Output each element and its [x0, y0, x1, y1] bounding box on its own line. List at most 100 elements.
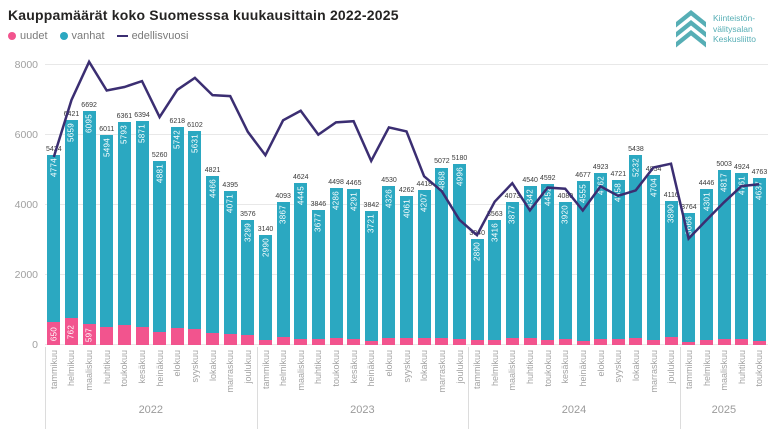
bar-segment-vanhat[interactable]: 4301: [700, 189, 714, 340]
stacked-bar[interactable]: 4704: [647, 175, 661, 345]
bar-segment-vanhat[interactable]: 4555: [576, 181, 590, 341]
bar-segment-vanhat[interactable]: 4445: [294, 183, 308, 339]
stacked-bar[interactable]: 5631: [188, 131, 202, 345]
bar-segment-uudet[interactable]: [364, 340, 378, 345]
bar-segment-uudet[interactable]: [259, 339, 272, 345]
bar-segment-uudet[interactable]: 762: [64, 318, 78, 345]
bar-segment-vanhat[interactable]: 3416: [488, 220, 502, 340]
bar-segment-vanhat[interactable]: 4881: [153, 160, 167, 332]
bar-segment-vanhat[interactable]: 3677: [311, 210, 325, 340]
bar-segment-uudet[interactable]: [752, 340, 766, 345]
bar-segment-vanhat[interactable]: 4868: [435, 167, 449, 338]
bar-segment-uudet[interactable]: [206, 332, 220, 345]
bar-segment-vanhat[interactable]: 5742: [170, 127, 184, 329]
bar-segment-vanhat[interactable]: 2890: [470, 238, 484, 340]
bar-segment-vanhat[interactable]: 4466: [206, 176, 220, 333]
bar-segment-uudet[interactable]: [347, 338, 361, 345]
bar-segment-uudet[interactable]: [558, 339, 572, 345]
stacked-bar[interactable]: 4817: [717, 169, 731, 345]
bar-segment-vanhat[interactable]: 4774: [47, 155, 61, 323]
bar-segment-uudet[interactable]: [505, 338, 519, 345]
stacked-bar[interactable]: 4881: [153, 160, 167, 345]
bar-segment-uudet[interactable]: [664, 337, 678, 345]
bar-segment-uudet[interactable]: [435, 337, 449, 345]
stacked-bar[interactable]: 5793: [117, 122, 131, 345]
bar-segment-vanhat[interactable]: 3867: [276, 201, 290, 338]
bar-segment-vanhat[interactable]: 4291: [347, 188, 361, 339]
bar-segment-uudet[interactable]: [682, 341, 696, 345]
stacked-bar[interactable]: 5494: [100, 134, 114, 345]
stacked-bar[interactable]: 4762: [594, 172, 608, 345]
bar-segment-vanhat[interactable]: 4558: [611, 179, 625, 340]
bar-segment-uudet[interactable]: [382, 337, 396, 345]
stacked-bar[interactable]: 3677: [311, 210, 325, 345]
bar-segment-vanhat[interactable]: 4637: [752, 178, 766, 341]
bar-segment-vanhat[interactable]: 5793: [117, 122, 131, 326]
bar-segment-vanhat[interactable]: 4071: [223, 191, 237, 334]
stacked-bar[interactable]: 4071: [223, 191, 237, 345]
stacked-bar[interactable]: 5871: [135, 121, 149, 345]
bar-segment-vanhat[interactable]: 4061: [400, 195, 414, 338]
stacked-bar[interactable]: 4445: [294, 183, 308, 345]
bar-segment-vanhat[interactable]: 3890: [664, 200, 678, 338]
bar-segment-uudet[interactable]: [223, 333, 237, 345]
bar-segment-uudet[interactable]: [700, 339, 714, 345]
bar-segment-vanhat[interactable]: 4342: [523, 186, 537, 339]
bar-segment-vanhat[interactable]: 4207: [417, 190, 431, 338]
bar-segment-uudet[interactable]: [594, 339, 608, 345]
bar-segment-uudet[interactable]: [276, 337, 290, 345]
bar-segment-uudet[interactable]: [576, 340, 590, 345]
bar-segment-uudet[interactable]: [647, 339, 661, 345]
bar-segment-uudet[interactable]: [188, 328, 202, 345]
stacked-bar[interactable]: 4637: [752, 178, 766, 345]
stacked-bar[interactable]: 4558: [611, 179, 625, 345]
stacked-bar[interactable]: 4207: [417, 190, 431, 345]
bar-segment-vanhat[interactable]: 3721: [364, 210, 378, 341]
bar-segment-uudet[interactable]: [153, 331, 167, 345]
bar-segment-uudet[interactable]: [453, 338, 467, 345]
bar-segment-vanhat[interactable]: 4452: [541, 184, 555, 341]
bar-segment-uudet[interactable]: [470, 339, 484, 345]
bar-segment-vanhat[interactable]: 4286: [329, 187, 343, 338]
bar-segment-vanhat[interactable]: 3920: [558, 202, 572, 340]
stacked-bar[interactable]: 4761: [735, 172, 749, 345]
stacked-bar[interactable]: 4868: [435, 167, 449, 345]
stacked-bar[interactable]: 3666: [682, 213, 696, 345]
bar-segment-uudet[interactable]: [170, 328, 184, 345]
stacked-bar[interactable]: 4286: [329, 187, 343, 345]
bar-segment-vanhat[interactable]: 3877: [505, 202, 519, 339]
bar-segment-vanhat[interactable]: 5631: [188, 131, 202, 329]
bar-segment-uudet[interactable]: [241, 335, 255, 345]
stacked-bar[interactable]: 4996: [453, 163, 467, 345]
stacked-bar[interactable]: 4452: [541, 184, 555, 345]
bar-segment-vanhat[interactable]: 3666: [682, 213, 696, 342]
bar-segment-uudet[interactable]: [417, 337, 431, 345]
bar-segment-uudet[interactable]: [311, 339, 325, 345]
stacked-bar[interactable]: 3867: [276, 201, 290, 345]
stacked-bar[interactable]: 4061: [400, 195, 414, 345]
stacked-bar[interactable]: 3920: [558, 202, 572, 345]
stacked-bar[interactable]: 5232: [629, 154, 643, 345]
bar-segment-uudet[interactable]: [400, 337, 414, 345]
bar-segment-uudet[interactable]: [611, 339, 625, 345]
bar-segment-uudet[interactable]: [523, 338, 537, 345]
bar-segment-vanhat[interactable]: 5871: [135, 121, 149, 327]
stacked-bar[interactable]: 3299: [241, 219, 255, 345]
bar-segment-uudet[interactable]: [135, 326, 149, 345]
stacked-bar[interactable]: 5742: [170, 127, 184, 345]
bar-segment-vanhat[interactable]: 4762: [594, 172, 608, 340]
bar-segment-vanhat[interactable]: 4704: [647, 175, 661, 340]
stacked-bar[interactable]: 2890: [470, 238, 484, 345]
stacked-bar[interactable]: 3721: [364, 210, 378, 345]
bar-segment-vanhat[interactable]: 2990: [259, 235, 272, 340]
legend-item-vanhat[interactable]: vanhat: [59, 30, 105, 42]
stacked-bar[interactable]: 4301: [700, 189, 714, 345]
bar-segment-uudet[interactable]: [117, 325, 131, 345]
bar-segment-uudet[interactable]: [541, 340, 555, 345]
bar-segment-uudet[interactable]: 650: [47, 322, 61, 345]
bar-segment-uudet[interactable]: [100, 326, 114, 345]
bar-segment-uudet[interactable]: [717, 338, 731, 345]
bar-segment-uudet[interactable]: 597: [82, 324, 96, 345]
stacked-bar[interactable]: 4466: [206, 176, 220, 345]
bar-segment-vanhat[interactable]: 4996: [453, 163, 467, 339]
